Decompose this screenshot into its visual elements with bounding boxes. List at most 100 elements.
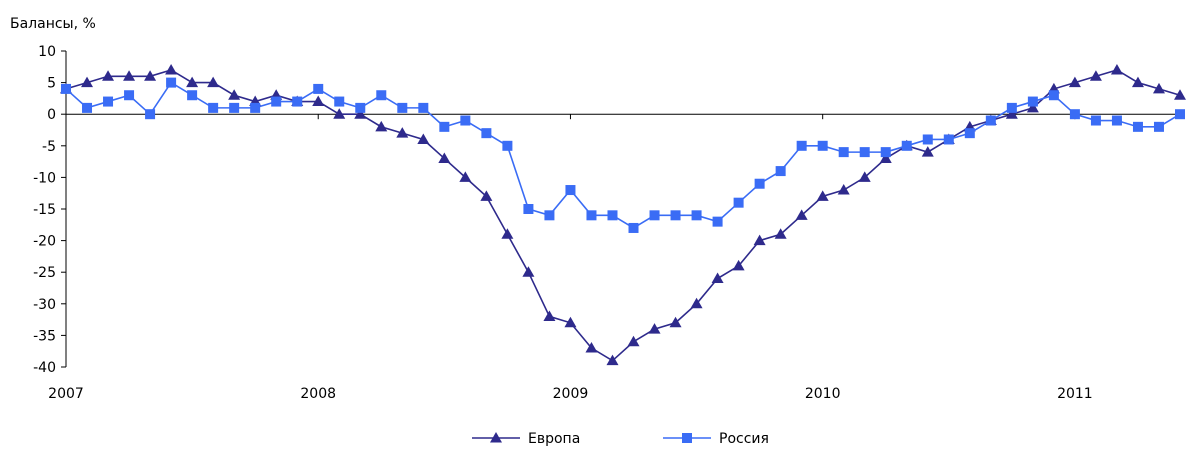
data-point: [208, 102, 219, 113]
data-point: [543, 310, 556, 321]
data-point: [648, 323, 661, 334]
data-point: [565, 185, 576, 196]
data-point: [711, 272, 724, 284]
data-point: [1089, 70, 1102, 81]
data-point: [376, 90, 387, 101]
data-point: [502, 140, 513, 151]
axes: 10 5 0 -5 -10 -15 -20 -25 -30 -35 -40 2007 2008 2009 2…: [33, 44, 1180, 402]
data-point: [460, 115, 471, 126]
data-point: [858, 171, 871, 182]
legend-label: Россия: [719, 431, 769, 447]
data-point: [1175, 109, 1185, 120]
data-point: [292, 96, 303, 107]
data-point: [1090, 115, 1101, 126]
data-point: [229, 102, 240, 113]
data-point: [271, 96, 282, 107]
data-point: [733, 197, 744, 208]
data-point: [775, 166, 786, 177]
data-point: [333, 108, 346, 119]
legend-swatch-marker: [490, 432, 502, 443]
data-point: [627, 335, 640, 347]
data-point: [250, 102, 261, 113]
data-point: [628, 222, 639, 233]
data-point: [228, 89, 241, 100]
data-point: [880, 147, 891, 158]
legend-swatch-marker: [682, 433, 692, 443]
y-axis-label: Балансы, %: [10, 16, 96, 32]
data-point: [1174, 89, 1186, 100]
legend: Европа Россия: [472, 431, 769, 447]
data-point: [501, 228, 514, 239]
data-point: [1153, 121, 1164, 132]
data-point: [1048, 90, 1059, 101]
y-tick-label: -30: [33, 297, 56, 313]
data-point: [459, 171, 472, 182]
data-point: [124, 90, 135, 101]
data-point: [81, 76, 94, 88]
data-point: [796, 140, 807, 151]
data-point: [145, 109, 156, 120]
y-tick-label: -10: [33, 170, 56, 186]
data-point: [732, 259, 745, 271]
data-point: [1026, 101, 1039, 113]
data-point: [838, 147, 849, 158]
data-point: [438, 152, 451, 163]
data-point: [921, 146, 934, 157]
data-point: [795, 209, 808, 220]
data-point: [334, 96, 345, 107]
data-point: [397, 102, 408, 113]
y-tick-label: -15: [33, 202, 56, 218]
data-point: [1132, 121, 1143, 132]
y-tick-label: 10: [38, 44, 56, 60]
data-point: [754, 178, 765, 189]
data-point: [1110, 63, 1123, 75]
y-tick-label: -35: [33, 328, 56, 344]
data-point: [102, 70, 115, 81]
data-point: [1006, 102, 1017, 113]
series-1: [60, 63, 1186, 366]
legend-item-2: Россия: [663, 431, 769, 447]
data-point: [187, 90, 198, 101]
data-point: [523, 204, 534, 214]
data-point: [606, 354, 619, 366]
data-point: [103, 96, 114, 107]
y-tick-label: -40: [33, 360, 56, 376]
x-tick-label: 2011: [1057, 386, 1093, 402]
data-point: [691, 210, 702, 221]
data-point: [1068, 76, 1081, 88]
data-point: [417, 133, 430, 144]
data-point: [669, 316, 682, 328]
legend-item-1: Европа: [472, 431, 580, 447]
data-point: [943, 134, 954, 145]
data-point: [859, 147, 870, 158]
y-tick-label: 5: [47, 76, 56, 92]
data-point: [354, 108, 367, 119]
data-point: [123, 70, 136, 81]
data-point: [564, 316, 577, 328]
data-point: [837, 184, 850, 195]
data-point: [207, 76, 220, 88]
data-point: [544, 210, 555, 221]
data-point: [879, 152, 892, 163]
data-point: [964, 128, 975, 139]
data-point: [312, 95, 325, 107]
data-point: [144, 70, 157, 81]
data-point: [186, 76, 199, 88]
data-point: [1005, 108, 1018, 119]
data-point: [439, 121, 450, 132]
data-point: [712, 216, 723, 227]
data-point: [481, 128, 492, 139]
x-tick-label: 2007: [48, 386, 84, 402]
data-point: [1027, 96, 1038, 107]
data-point: [165, 63, 178, 75]
x-tick-label: 2008: [300, 386, 336, 402]
data-point: [355, 102, 366, 113]
data-point: [396, 127, 409, 138]
data-point: [901, 140, 912, 151]
data-point: [670, 210, 681, 221]
data-point: [313, 83, 324, 94]
data-point: [690, 297, 703, 309]
x-tick-label: 2010: [805, 386, 841, 402]
data-point: [480, 190, 493, 201]
